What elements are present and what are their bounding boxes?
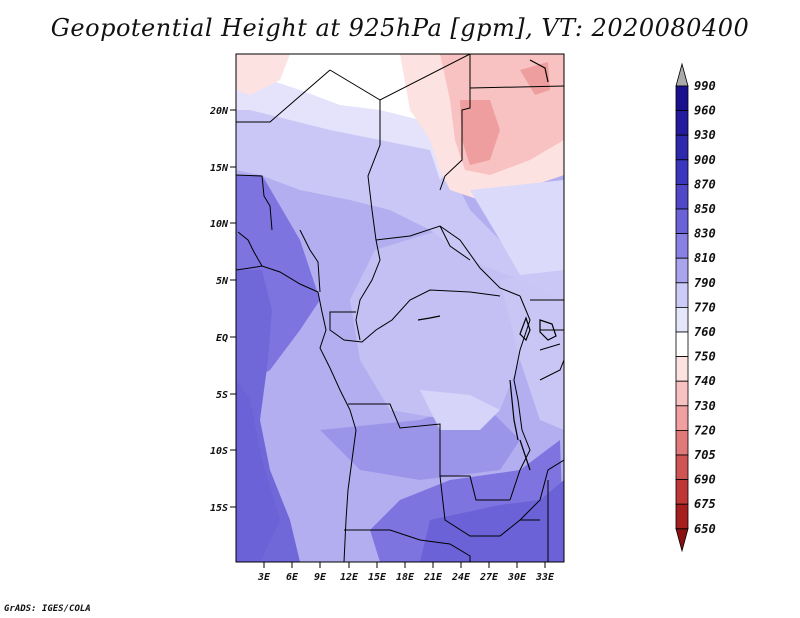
colorbar-level-label: 850 xyxy=(694,202,716,216)
lon-label: 33E xyxy=(535,572,555,583)
colorbar-bottom-arrow xyxy=(675,528,689,553)
colorbar-segment xyxy=(675,479,689,505)
colorbar-level-label: 830 xyxy=(694,227,716,241)
colorbar-level-label: 740 xyxy=(694,374,716,388)
colorbar-segment xyxy=(675,306,689,333)
lat-label: 10S xyxy=(210,446,228,457)
colorbar-level-label: 750 xyxy=(694,350,716,364)
colorbar-level-label: 675 xyxy=(694,497,716,511)
lon-label: 6E xyxy=(286,572,299,583)
longitude-axis: 3E 6E 9E 12E 15E 18E 21E 24E 27E 30E 33E xyxy=(257,562,555,583)
lat-label: 15S xyxy=(210,503,228,514)
colorbar-level-label: 900 xyxy=(694,153,716,167)
colorbar-segment xyxy=(675,233,689,259)
colorbar-level-label: 690 xyxy=(694,473,716,487)
lat-label: 10N xyxy=(210,219,229,230)
colorbar-level-label: 650 xyxy=(694,522,716,536)
colorbar-segment xyxy=(675,282,689,308)
lat-label: 15N xyxy=(210,163,229,174)
colorbar-segment xyxy=(675,110,689,136)
geopotential-shading xyxy=(236,54,564,562)
colorbar-segment xyxy=(675,134,689,161)
colorbar-level-label: 990 xyxy=(694,79,716,93)
lon-label: 18E xyxy=(396,572,415,583)
colorbar-segment xyxy=(675,159,689,185)
lat-label: 5S xyxy=(216,390,228,401)
colorbar-segment xyxy=(675,257,689,284)
colorbar-level-label: 760 xyxy=(694,325,716,339)
lon-label: 24E xyxy=(451,572,471,583)
colorbar-segment xyxy=(675,454,689,481)
colorbar-segment xyxy=(675,331,689,358)
colorbar-segment xyxy=(675,429,689,456)
map-frame xyxy=(235,53,565,563)
colorbar-segment xyxy=(675,356,689,382)
colorbar-level-label: 730 xyxy=(694,399,716,413)
colorbar-segment xyxy=(675,380,689,407)
lon-label: 15E xyxy=(368,572,387,583)
latitude-axis: 20N 15N 10N 5N EQ 5S 10S 15S xyxy=(209,106,236,514)
grads-credit: GrADS: IGES/COLA xyxy=(4,604,91,614)
colorbar-level-label: 720 xyxy=(694,423,716,437)
colorbar-level-label: 705 xyxy=(694,448,716,462)
colorbar-segment xyxy=(675,183,689,210)
colorbar-level-label: 870 xyxy=(694,177,716,191)
map-title: Geopotential Height at 925hPa [gpm], VT:… xyxy=(50,14,750,42)
colorbar-level-label: 930 xyxy=(694,128,716,142)
lat-label: EQ xyxy=(216,333,228,344)
colorbar-segment xyxy=(675,405,689,431)
colorbar: 990 960 930 900 870 850 830 810 790 770 760 750 740 7… xyxy=(675,62,716,553)
lon-label: 30E xyxy=(507,572,527,583)
lon-label: 21E xyxy=(423,572,443,583)
colorbar-segment xyxy=(675,208,689,235)
colorbar-level-label: 810 xyxy=(694,251,716,265)
colorbar-level-label: 960 xyxy=(694,104,716,118)
colorbar-segment xyxy=(675,85,689,112)
country-boundaries xyxy=(236,54,564,562)
lon-label: 9E xyxy=(314,572,327,583)
lon-label: 12E xyxy=(340,572,359,583)
colorbar-segment xyxy=(675,503,689,530)
lat-label: 20N xyxy=(209,106,229,117)
colorbar-level-label: 790 xyxy=(694,276,716,290)
colorbar-level-label: 770 xyxy=(694,300,716,314)
lon-label: 3E xyxy=(257,572,271,583)
lat-label: 5N xyxy=(216,276,229,287)
lon-label: 27E xyxy=(479,572,499,583)
colorbar-top-arrow xyxy=(675,62,689,87)
lake-outlines xyxy=(417,59,557,471)
